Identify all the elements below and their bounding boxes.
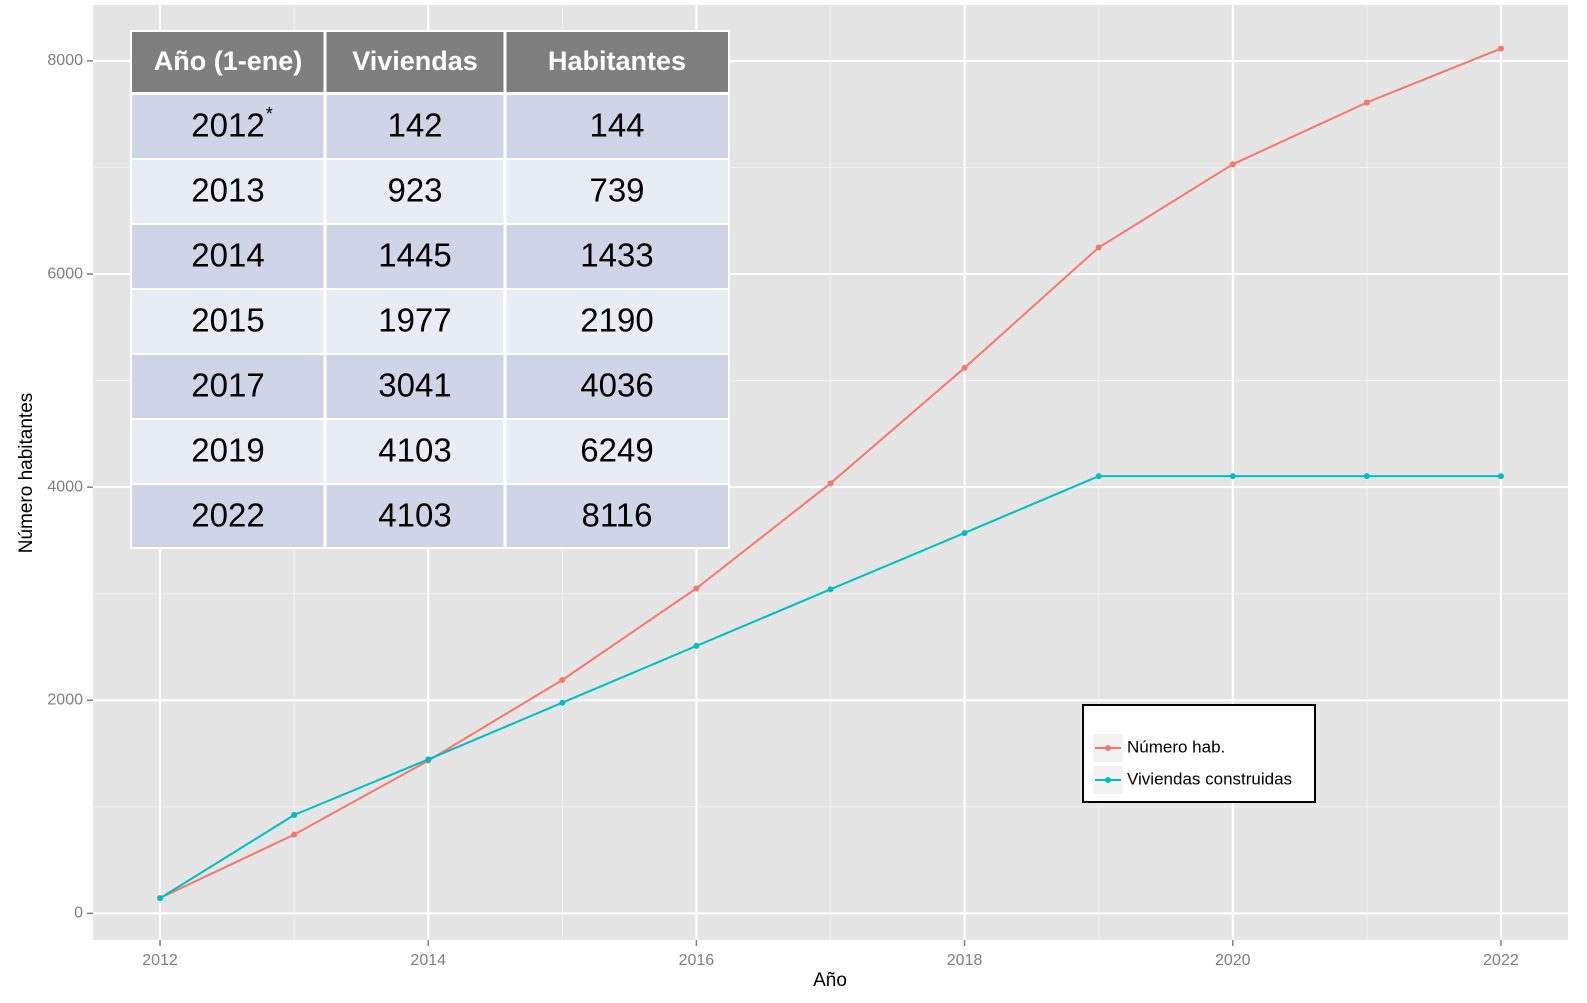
y-tick-label: 8000 bbox=[47, 52, 83, 69]
table-cell: 2019 bbox=[191, 432, 264, 469]
y-tick-label: 4000 bbox=[47, 478, 83, 495]
table-row-bg bbox=[131, 290, 729, 353]
data-point bbox=[693, 585, 700, 592]
data-point bbox=[1229, 161, 1236, 168]
table-row-bg bbox=[131, 355, 729, 418]
table-cell: 2014 bbox=[191, 237, 264, 274]
x-tick-label: 2012 bbox=[142, 952, 178, 969]
data-point bbox=[961, 364, 968, 371]
x-tick-label: 2014 bbox=[410, 952, 446, 969]
y-tick-label: 0 bbox=[74, 905, 83, 922]
table-cell: 1977 bbox=[378, 302, 451, 339]
y-axis-title: Número habitantes bbox=[16, 393, 37, 554]
data-point bbox=[559, 677, 566, 684]
table-row-bg bbox=[131, 485, 729, 548]
data-point bbox=[291, 812, 298, 819]
table-cell: 142 bbox=[387, 107, 442, 144]
data-point bbox=[157, 895, 164, 902]
table-header: Viviendas bbox=[352, 46, 478, 76]
table-cell: 739 bbox=[589, 172, 644, 209]
x-axis-title: Año bbox=[813, 970, 847, 991]
data-point bbox=[291, 831, 298, 838]
x-tick-label: 2016 bbox=[679, 952, 715, 969]
table-cell: 4036 bbox=[580, 367, 653, 404]
table-row-bg bbox=[131, 95, 729, 158]
data-point bbox=[1095, 244, 1102, 251]
table-cell: 4103 bbox=[378, 497, 451, 534]
table-header: Habitantes bbox=[548, 46, 686, 76]
table-cell: 1433 bbox=[580, 237, 653, 274]
table-cell: 6249 bbox=[580, 432, 653, 469]
table-cell: 3041 bbox=[378, 367, 451, 404]
table-note-mark: * bbox=[266, 104, 273, 124]
table-row-bg bbox=[131, 160, 729, 223]
table-cell: 2015 bbox=[191, 302, 264, 339]
table-header-gap bbox=[131, 92, 729, 95]
y-tick-label: 6000 bbox=[47, 265, 83, 282]
legend-swatch-point bbox=[1105, 777, 1111, 783]
legend-label: Viviendas construidas bbox=[1127, 769, 1292, 788]
table-header-bg bbox=[131, 31, 729, 92]
legend-label: Número hab. bbox=[1127, 737, 1225, 756]
table-cell: 2022 bbox=[191, 497, 264, 534]
data-table: Año (1-ene) Viviendas Habitantes 2012 * 142 14… bbox=[130, 30, 730, 549]
data-point bbox=[559, 699, 566, 706]
table-cell: 2017 bbox=[191, 367, 264, 404]
data-point bbox=[693, 642, 700, 649]
x-tick-label: 2018 bbox=[947, 952, 983, 969]
x-tick-label: 2020 bbox=[1215, 952, 1251, 969]
data-point bbox=[1363, 473, 1370, 480]
table-cell: 2012 bbox=[191, 107, 264, 144]
data-point bbox=[827, 480, 834, 487]
table-cell: 2190 bbox=[580, 302, 653, 339]
data-point bbox=[1095, 473, 1102, 480]
table-border bbox=[130, 30, 730, 549]
data-point bbox=[1363, 99, 1370, 106]
table-cell: 144 bbox=[589, 107, 644, 144]
data-point bbox=[961, 529, 968, 536]
data-point bbox=[827, 586, 834, 593]
y-tick-label: 2000 bbox=[47, 691, 83, 708]
table-cell: 2013 bbox=[191, 172, 264, 209]
table-row-bg bbox=[131, 420, 729, 483]
data-point bbox=[1229, 473, 1236, 480]
table-cell: 4103 bbox=[378, 432, 451, 469]
table-cell: 923 bbox=[387, 172, 442, 209]
data-point bbox=[1497, 473, 1504, 480]
table-header: Año (1-ene) bbox=[154, 46, 303, 76]
legend-swatch-point bbox=[1105, 745, 1111, 751]
table-row-bg bbox=[131, 225, 729, 288]
data-point bbox=[425, 756, 432, 763]
table-cell: 1445 bbox=[378, 237, 451, 274]
data-point bbox=[1497, 45, 1504, 52]
x-tick-label: 2022 bbox=[1483, 952, 1519, 969]
table-cell: 8116 bbox=[582, 497, 653, 534]
